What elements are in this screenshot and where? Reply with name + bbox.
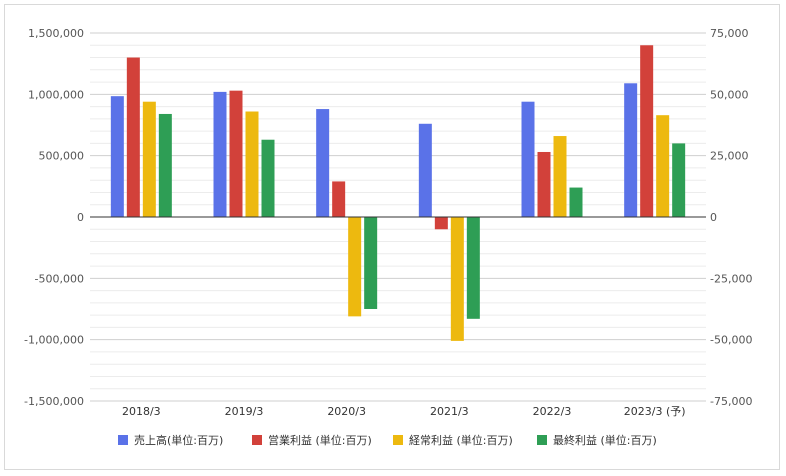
- left-axis-tick-label: 1,500,000: [28, 27, 84, 40]
- right-axis-tick-label: -25,000: [710, 272, 752, 285]
- bar-4-3[interactable]: [364, 217, 378, 309]
- category-label: 2021/3: [430, 405, 469, 418]
- bar-3-4[interactable]: [450, 217, 464, 341]
- right-axis-tick-label: 75,000: [710, 27, 749, 40]
- left-axis-tick-label: 500,000: [39, 150, 85, 163]
- left-axis-tick-label: 1,000,000: [28, 88, 84, 101]
- bar-1-6[interactable]: [624, 83, 638, 217]
- bar-2-4[interactable]: [434, 217, 448, 230]
- bar-4-4[interactable]: [466, 217, 480, 319]
- bar-1-1[interactable]: [110, 96, 124, 217]
- legend-label[interactable]: 営業利益 (単位:百万): [268, 433, 372, 447]
- left-axis-tick-label: 0: [77, 211, 84, 224]
- left-axis-tick-label: -1,000,000: [24, 334, 84, 347]
- legend-label[interactable]: 最終利益 (単位:百万): [553, 433, 657, 447]
- legend-swatch[interactable]: [252, 435, 262, 445]
- legend-swatch[interactable]: [118, 435, 128, 445]
- category-label: 2020/3: [327, 405, 366, 418]
- legend-label[interactable]: 経常利益 (単位:百万): [409, 433, 513, 447]
- legend[interactable]: 売上高(単位:百万) 営業利益 (単位:百万) 経常利益 (単位:百万) 最終利益 (…: [118, 433, 657, 447]
- legend-swatch[interactable]: [393, 435, 403, 445]
- left-axis-tick-label: -1,500,000: [24, 395, 84, 408]
- bars-layer: [110, 45, 686, 341]
- bar-3-2[interactable]: [245, 111, 259, 217]
- grid-layer: [90, 32, 706, 402]
- legend-swatch[interactable]: [537, 435, 547, 445]
- right-axis-tick-label: 25,000: [710, 150, 749, 163]
- right-axis-tick-label: -50,000: [710, 334, 752, 347]
- bar-3-5[interactable]: [553, 136, 567, 217]
- bar-2-3[interactable]: [332, 181, 346, 217]
- bar-4-6[interactable]: [672, 143, 686, 217]
- category-axis: 2018/3 2019/3 2020/3 2021/3 2022/3 2023/3 (予): [122, 405, 686, 418]
- bar-2-6[interactable]: [640, 45, 654, 218]
- bar-1-2[interactable]: [213, 91, 227, 217]
- category-label: 2022/3: [533, 405, 572, 418]
- bar-1-3[interactable]: [316, 109, 330, 217]
- left-axis: 1,500,000 1,000,000 500,000 0 -500,000 -1,000…: [24, 27, 84, 408]
- bar-2-1[interactable]: [126, 57, 140, 218]
- bar-2-2[interactable]: [229, 90, 243, 217]
- right-axis: 75,000 50,000 25,000 0 -25,000 -50,000 -75,000: [710, 27, 752, 408]
- bar-4-5[interactable]: [569, 187, 583, 217]
- bar-3-6[interactable]: [656, 115, 670, 217]
- bar-2-5[interactable]: [537, 151, 551, 217]
- bar-3-3[interactable]: [348, 217, 362, 317]
- right-axis-tick-label: 50,000: [710, 88, 749, 101]
- category-label: 2018/3: [122, 405, 161, 418]
- left-axis-tick-label: -500,000: [35, 272, 84, 285]
- category-label: 2019/3: [225, 405, 264, 418]
- legend-label[interactable]: 売上高(単位:百万): [134, 433, 223, 447]
- right-axis-tick-label: 0: [710, 211, 717, 224]
- bar-1-4[interactable]: [418, 123, 432, 217]
- bar-1-5[interactable]: [521, 101, 535, 217]
- bar-3-1[interactable]: [142, 101, 156, 217]
- category-label: 2023/3 (予): [624, 405, 686, 418]
- right-axis-tick-label: -75,000: [710, 395, 752, 408]
- bar-4-2[interactable]: [261, 139, 275, 217]
- bar-4-1[interactable]: [158, 113, 172, 217]
